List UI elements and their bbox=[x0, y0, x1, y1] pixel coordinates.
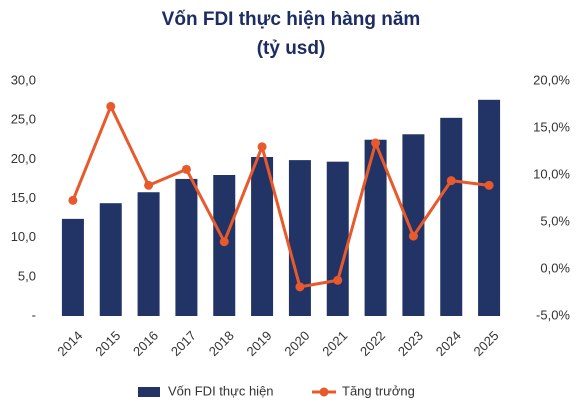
line-point bbox=[257, 142, 267, 152]
y-tick-label: 5,0 bbox=[18, 268, 36, 283]
x-tick-label: 2015 bbox=[92, 328, 123, 359]
x-tick-label: 2016 bbox=[130, 328, 161, 359]
legend-swatch bbox=[138, 387, 160, 397]
line-point bbox=[408, 231, 418, 241]
line-point bbox=[181, 164, 191, 174]
legend-label: Vốn FDI thực hiện bbox=[168, 383, 274, 398]
bar bbox=[364, 139, 387, 316]
y2-tick-label: -5,0% bbox=[536, 307, 570, 322]
y-tick-label: 20,0 bbox=[11, 151, 36, 166]
y-tick-label: 30,0 bbox=[11, 72, 36, 87]
x-tick-label: 2024 bbox=[433, 328, 464, 359]
line-point bbox=[371, 138, 381, 148]
bar bbox=[288, 160, 311, 316]
y2-tick-label: 10,0% bbox=[533, 166, 570, 181]
x-tick-label: 2022 bbox=[357, 328, 388, 359]
y-tick-label: 10,0 bbox=[11, 229, 36, 244]
y-tick-label: 15,0 bbox=[11, 190, 36, 205]
line-point bbox=[219, 237, 229, 247]
line bbox=[71, 104, 490, 289]
x-tick-label: 2018 bbox=[206, 328, 237, 359]
line-point bbox=[295, 282, 305, 292]
line-point bbox=[484, 180, 494, 190]
x-tick-label: 2020 bbox=[281, 328, 312, 359]
x-tick-label: 2023 bbox=[395, 328, 426, 359]
bar bbox=[137, 192, 160, 316]
bar bbox=[326, 161, 349, 316]
y2-tick-label: 20,0% bbox=[533, 72, 570, 87]
x-tick-label: 2017 bbox=[168, 328, 199, 359]
x-tick-label: 2025 bbox=[471, 328, 502, 359]
chart-subtitle: (tỷ usd) bbox=[257, 38, 326, 59]
line-point bbox=[333, 275, 343, 285]
bar bbox=[99, 203, 122, 316]
y2-tick-label: 0,0% bbox=[540, 260, 570, 275]
chart-title: Vốn FDI thực hiện hàng năm bbox=[162, 9, 421, 30]
y-tick-label: 25,0 bbox=[11, 112, 36, 127]
bar bbox=[175, 178, 198, 316]
line-point bbox=[106, 101, 116, 111]
bar bbox=[61, 218, 84, 316]
bar bbox=[402, 134, 425, 316]
legend-label: Tăng trưởng bbox=[342, 383, 415, 398]
x-tick-label: 2014 bbox=[54, 328, 85, 359]
legend-swatch bbox=[319, 387, 329, 397]
line-point bbox=[446, 176, 456, 186]
x-tick-label: 2021 bbox=[319, 328, 350, 359]
y2-tick-label: 15,0% bbox=[533, 119, 570, 134]
line-point bbox=[68, 195, 78, 205]
line-point bbox=[144, 180, 154, 190]
x-tick-label: 2019 bbox=[244, 328, 275, 359]
bar bbox=[478, 99, 501, 316]
bar bbox=[440, 117, 463, 316]
bar bbox=[251, 156, 274, 316]
y2-tick-label: 5,0% bbox=[540, 213, 570, 228]
y-tick-label: - bbox=[32, 307, 36, 322]
